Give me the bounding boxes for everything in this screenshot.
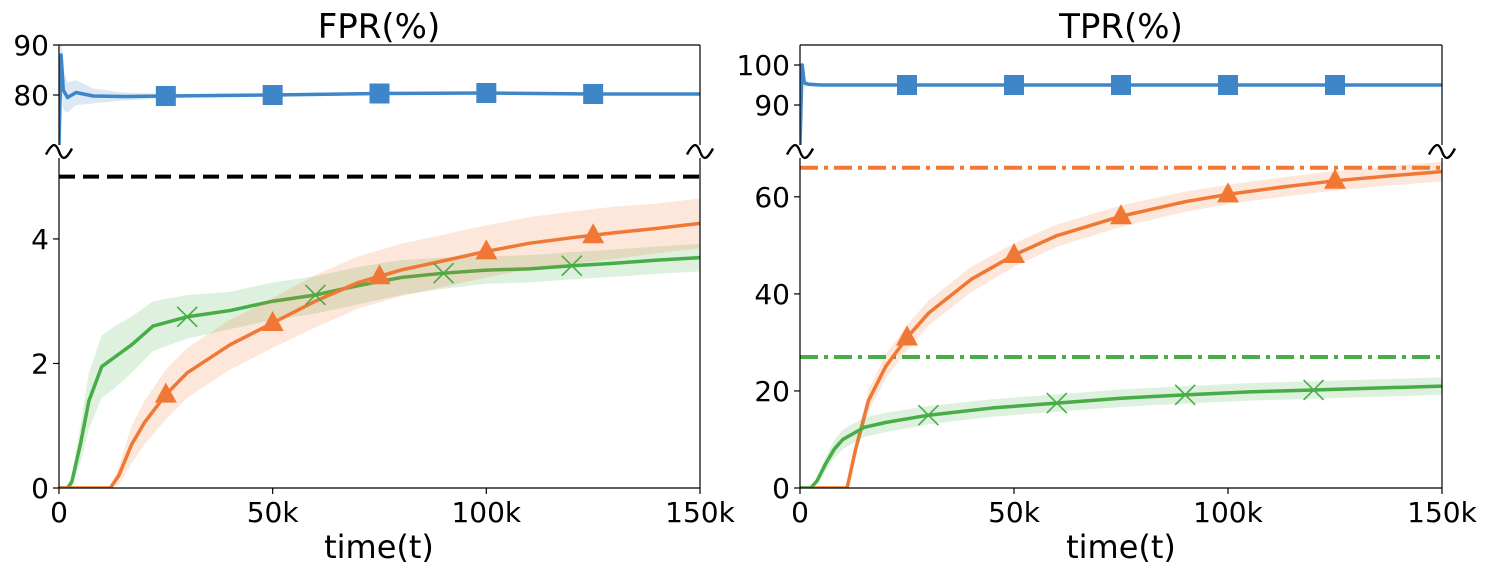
confidence-band-blue — [800, 57, 1442, 145]
fpr-panel: FPR(%) 80 90 0 2 4 0 50k 100k 150k time(t) — [13, 7, 735, 566]
y-tick-label: 100 — [737, 49, 790, 82]
y-tick-label: 0 — [772, 472, 790, 505]
confidence-band-green — [59, 243, 700, 488]
marker-triangle — [896, 325, 918, 346]
marker-x — [433, 262, 455, 284]
series-line-orange — [59, 221, 700, 488]
marker-square — [583, 84, 604, 104]
marker-square — [1218, 75, 1238, 95]
confidence-band-green — [800, 377, 1442, 488]
marker-x-stroke — [304, 284, 326, 306]
y-tick-label: 2 — [31, 347, 49, 380]
confidence-band-orange — [59, 198, 700, 488]
y-tick-label: 40 — [754, 278, 790, 311]
marker-x-stroke — [176, 306, 198, 328]
plot-area — [800, 57, 1442, 145]
axis-break-icon — [44, 143, 74, 160]
marker-triangle — [261, 311, 284, 331]
marker-x-stroke — [917, 404, 939, 426]
marker-square — [476, 83, 497, 103]
x-tick-label: 50k — [988, 496, 1041, 529]
marker-square — [262, 85, 283, 105]
fpr-title: FPR(%) — [318, 7, 441, 47]
marker-square — [1325, 75, 1345, 95]
marker-x — [917, 404, 939, 426]
marker-triangle — [475, 239, 498, 260]
marker-triangle — [1003, 243, 1025, 264]
marker-x — [1303, 379, 1325, 401]
x-tick-label: 100k — [1193, 496, 1263, 529]
series-line-blue — [800, 63, 1442, 145]
fpr-upper-axes: 80 90 — [13, 29, 701, 145]
axis-break-icon — [685, 143, 715, 160]
plot-area — [59, 45, 700, 145]
marker-x-stroke — [1303, 379, 1325, 401]
axis-break-icon — [785, 143, 815, 160]
marker-square — [369, 83, 390, 104]
y-tick-label: 80 — [13, 79, 49, 112]
series-line-green — [59, 255, 700, 488]
marker-square — [897, 75, 917, 95]
tpr-title: TPR(%) — [1058, 7, 1183, 47]
tpr-xlabel: time(t) — [1066, 528, 1176, 566]
marker-triangle — [1110, 204, 1132, 225]
marker-triangle — [582, 223, 605, 244]
y-tick-label: 60 — [754, 181, 790, 214]
confidence-band-orange — [800, 161, 1442, 488]
y-tick-label: 4 — [31, 223, 49, 256]
marker-x — [1174, 384, 1196, 406]
y-tick-label: 20 — [754, 375, 790, 408]
x-tick-label: 0 — [50, 496, 68, 529]
y-tick-label: 90 — [13, 29, 49, 62]
marker-x — [1046, 392, 1068, 414]
marker-x-stroke — [1174, 384, 1196, 406]
axis-break-icon — [1427, 143, 1457, 160]
y-tick-label: 90 — [754, 89, 790, 122]
fpr-lower-axes: 0 2 4 0 50k 100k 150k — [31, 143, 736, 529]
x-tick-label: 150k — [665, 496, 735, 529]
marker-triangle — [1324, 168, 1346, 189]
confidence-band-blue — [59, 45, 700, 145]
marker-square — [155, 86, 176, 106]
marker-square — [1004, 75, 1024, 95]
marker-x — [176, 306, 198, 328]
y-tick-label: 0 — [31, 472, 49, 505]
x-tick-label: 150k — [1407, 496, 1477, 529]
marker-triangle — [1217, 182, 1239, 203]
marker-x-stroke — [561, 255, 583, 277]
marker-x-stroke — [1046, 392, 1068, 414]
x-tick-label: 0 — [791, 496, 809, 529]
marker-x-stroke — [433, 262, 455, 284]
marker-triangle — [368, 264, 391, 285]
marker-x — [561, 255, 583, 277]
x-tick-label: 50k — [247, 496, 300, 529]
marker-square — [1111, 75, 1131, 95]
marker-x — [304, 284, 326, 306]
tpr-lower-axes: 0 20 40 60 0 50k 100k 150k — [754, 143, 1478, 529]
plot-area — [59, 174, 700, 488]
x-tick-label: 100k — [451, 496, 521, 529]
marker-triangle — [154, 382, 177, 403]
fpr-xlabel: time(t) — [324, 528, 434, 566]
